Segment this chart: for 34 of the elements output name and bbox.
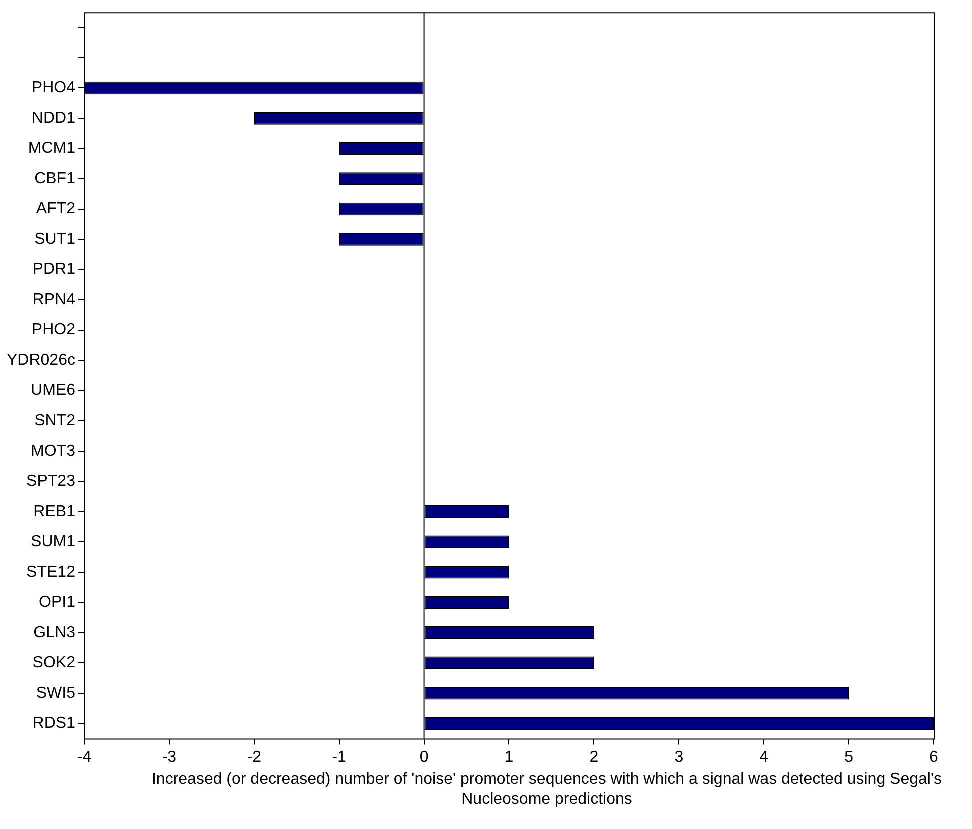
y-tick-label: AFT2 — [36, 200, 76, 218]
x-tick-label: 0 — [420, 748, 429, 766]
x-tick-label: 5 — [844, 748, 854, 766]
y-tick-label: SNT2 — [34, 412, 76, 430]
y-tick-label: PHO4 — [32, 80, 76, 97]
y-tick-label: STE12 — [26, 564, 76, 581]
x-tick-label: -2 — [247, 748, 262, 766]
y-tick-label: UME6 — [31, 382, 76, 400]
x-tick-label: 4 — [760, 748, 769, 766]
y-tick-label: OPI1 — [39, 594, 76, 612]
y-tick-label: MOT3 — [31, 442, 76, 460]
y-tick-label: GLN3 — [34, 624, 76, 642]
y-tick-label: SPT23 — [26, 473, 76, 490]
x-tick-label: 2 — [590, 748, 599, 766]
y-tick-label: MCM1 — [28, 140, 76, 158]
y-tick-label: PHO2 — [32, 322, 76, 339]
y-tick-label: SUT1 — [34, 230, 76, 248]
x-tick-label: 1 — [504, 748, 514, 766]
x-tick-label: -1 — [332, 748, 347, 766]
y-tick-label: SUM1 — [31, 534, 76, 551]
y-tick-label: RDS1 — [32, 715, 76, 732]
y-tick-label: RPN4 — [32, 291, 76, 308]
y-tick-label: NDD1 — [32, 110, 76, 127]
y-tick-label: SOK2 — [32, 654, 76, 672]
x-axis-title: Increased (or decreased) number of 'noise' promoter sequences with which a signal was detected using Segal's Nucleosome predictions — [150, 770, 944, 810]
y-tick-label: SWI5 — [36, 684, 76, 702]
y-tick-label: YDR026c — [6, 352, 76, 369]
y-tick-label: CBF1 — [34, 170, 76, 188]
y-tick-label: REB1 — [34, 503, 76, 520]
y-tick-label: PDR1 — [32, 261, 76, 278]
x-tick-label: 6 — [930, 748, 939, 766]
x-tick-label: -4 — [77, 748, 92, 766]
x-tick-label: -3 — [162, 748, 177, 766]
x-tick-label: 3 — [674, 748, 684, 766]
